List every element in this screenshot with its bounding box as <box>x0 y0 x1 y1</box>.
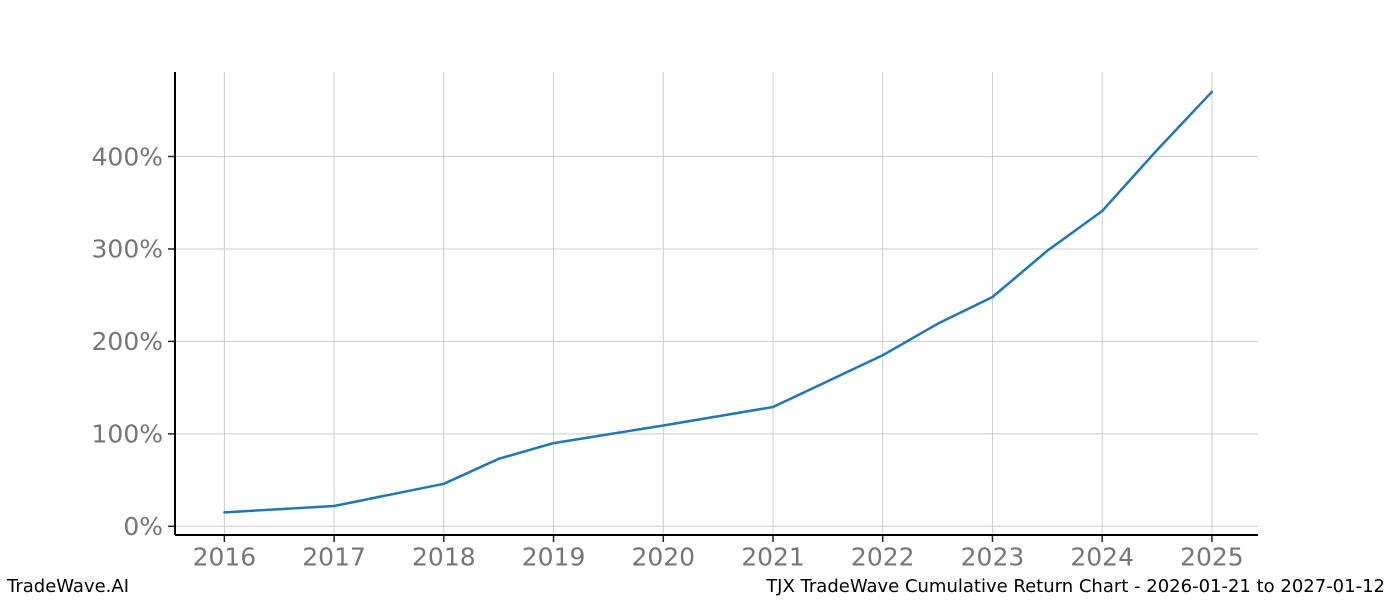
x-tick-label: 2022 <box>851 542 915 571</box>
x-tick-label: 2018 <box>412 542 476 571</box>
chart-caption: TJX TradeWave Cumulative Return Chart - … <box>766 576 1385 597</box>
y-tick-label: 400% <box>92 142 163 171</box>
y-tick-label: 200% <box>92 327 163 356</box>
x-tick-label: 2025 <box>1180 542 1244 571</box>
y-tick-label: 100% <box>92 420 163 449</box>
brand-watermark: TradeWave.AI <box>7 576 130 597</box>
x-tick-label: 2020 <box>631 542 695 571</box>
x-tick-label: 2019 <box>522 542 586 571</box>
return-line <box>223 90 1214 514</box>
x-tick-label: 2017 <box>302 542 366 571</box>
y-tick-label: 300% <box>92 235 163 264</box>
x-tick-label: 2016 <box>193 542 257 571</box>
x-tick-label: 2024 <box>1070 542 1134 571</box>
x-tick-label: 2023 <box>961 542 1025 571</box>
y-tick-label: 0% <box>123 512 163 541</box>
x-tick-label: 2021 <box>741 542 805 571</box>
